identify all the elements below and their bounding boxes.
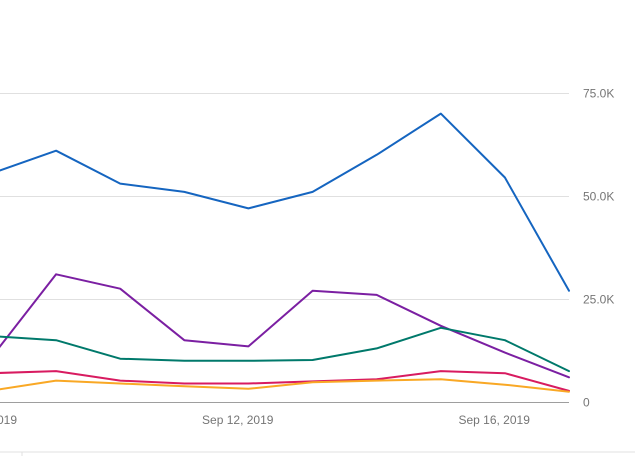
y-tick-label: 0 (583, 396, 590, 410)
x-tick-label: Sep 12, 2019 (202, 413, 274, 427)
x-tick-label: Sep 16, 2019 (458, 413, 530, 427)
series-line-5 (0, 378, 570, 393)
series-line-2 (0, 273, 570, 379)
series-line-3 (0, 326, 570, 373)
series-group (0, 112, 570, 393)
x-tick-label: 2019 (0, 413, 17, 427)
series-line-1 (0, 112, 570, 292)
y-tick-label: 25.0K (583, 293, 614, 307)
series-line-4 (0, 370, 570, 392)
gridlines (0, 93, 569, 300)
tick-labels: 0 25.0K 50.0K 75.0K 2019 Sep 12, 2019 Sep 16, … (0, 87, 614, 428)
y-tick-label: 50.0K (583, 190, 614, 204)
y-tick-label: 75.0K (583, 87, 614, 101)
